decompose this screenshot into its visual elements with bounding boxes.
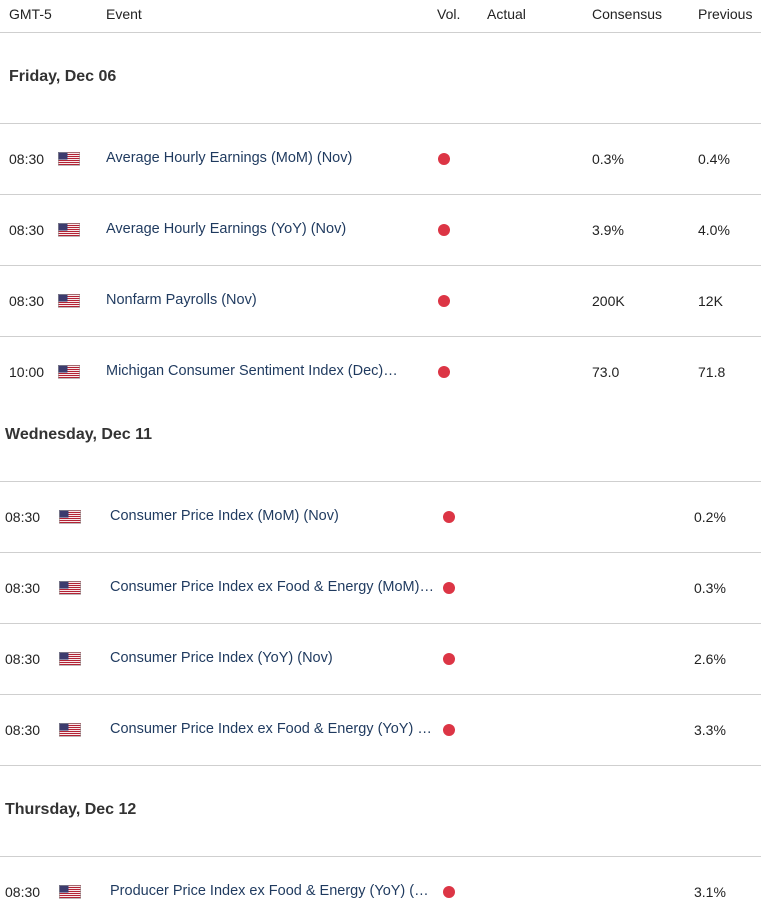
divider — [0, 194, 761, 195]
row-time: 10:00 — [9, 364, 45, 380]
row-time: 08:30 — [5, 722, 41, 738]
event-name[interactable]: Average Hourly Earnings (MoM) (Nov) — [106, 150, 353, 166]
event-name[interactable]: Michigan Consumer Sentiment Index (Dec)… — [106, 363, 398, 379]
previous-value: 4.0% — [698, 222, 730, 238]
divider — [0, 765, 761, 766]
us-flag-icon — [58, 223, 80, 237]
row-time: 08:30 — [5, 509, 41, 525]
volatility-high-icon — [443, 886, 455, 898]
volatility-high-icon — [438, 295, 450, 307]
previous-value: 0.3% — [694, 580, 726, 596]
consensus-value: 73.0 — [592, 364, 620, 380]
row-time: 08:30 — [9, 151, 45, 167]
volatility-high-icon — [443, 653, 455, 665]
us-flag-icon — [59, 652, 81, 666]
divider — [0, 694, 761, 695]
us-flag-icon — [59, 510, 81, 524]
row-time: 08:30 — [9, 222, 45, 238]
consensus-value: 3.9% — [592, 222, 624, 238]
header-event: Event — [106, 6, 142, 22]
event-name[interactable]: Average Hourly Earnings (YoY) (Nov) — [106, 221, 347, 237]
row-time: 08:30 — [5, 580, 41, 596]
divider — [0, 623, 761, 624]
divider — [0, 856, 761, 857]
header-previous: Previous — [698, 6, 753, 22]
volatility-high-icon — [443, 582, 455, 594]
consensus-value: 200K — [592, 293, 625, 309]
previous-value: 2.6% — [694, 651, 726, 667]
previous-value: 12K — [698, 293, 723, 309]
header-timezone: GMT-5 — [9, 6, 52, 22]
us-flag-icon — [59, 723, 81, 737]
day-header-wednesday: Wednesday, Dec 11 — [5, 426, 153, 443]
volatility-high-icon — [443, 511, 455, 523]
row-time: 08:30 — [5, 651, 41, 667]
day-header-friday: Friday, Dec 06 — [9, 68, 117, 85]
us-flag-icon — [58, 365, 80, 379]
previous-value: 3.1% — [694, 884, 726, 900]
us-flag-icon — [58, 294, 80, 308]
previous-value: 71.8 — [698, 364, 726, 380]
row-time: 08:30 — [9, 293, 45, 309]
header-actual: Actual — [487, 6, 526, 22]
previous-value: 3.3% — [694, 722, 726, 738]
volatility-high-icon — [438, 224, 450, 236]
volatility-high-icon — [438, 153, 450, 165]
volatility-high-icon — [438, 366, 450, 378]
event-name[interactable]: Consumer Price Index ex Food & Energy (Y… — [110, 721, 432, 737]
event-name[interactable]: Consumer Price Index ex Food & Energy (M… — [110, 579, 434, 595]
us-flag-icon — [59, 581, 81, 595]
divider — [0, 481, 761, 482]
event-name[interactable]: Nonfarm Payrolls (Nov) — [106, 292, 257, 308]
divider — [0, 552, 761, 553]
header-divider — [0, 32, 761, 33]
event-name[interactable]: Consumer Price Index (MoM) (Nov) — [110, 508, 339, 524]
header-consensus: Consensus — [592, 6, 663, 22]
row-time: 08:30 — [5, 884, 41, 900]
consensus-value: 0.3% — [592, 151, 624, 167]
event-name[interactable]: Producer Price Index ex Food & Energy (Y… — [110, 883, 429, 899]
header-vol: Vol. — [437, 6, 461, 22]
divider — [0, 123, 761, 124]
day-header-thursday: Thursday, Dec 12 — [5, 801, 137, 818]
us-flag-icon — [58, 152, 80, 166]
previous-value: 0.4% — [698, 151, 730, 167]
divider — [0, 336, 761, 337]
volatility-high-icon — [443, 724, 455, 736]
event-name[interactable]: Consumer Price Index (YoY) (Nov) — [110, 650, 333, 666]
divider — [0, 265, 761, 266]
us-flag-icon — [59, 885, 81, 899]
previous-value: 0.2% — [694, 509, 726, 525]
